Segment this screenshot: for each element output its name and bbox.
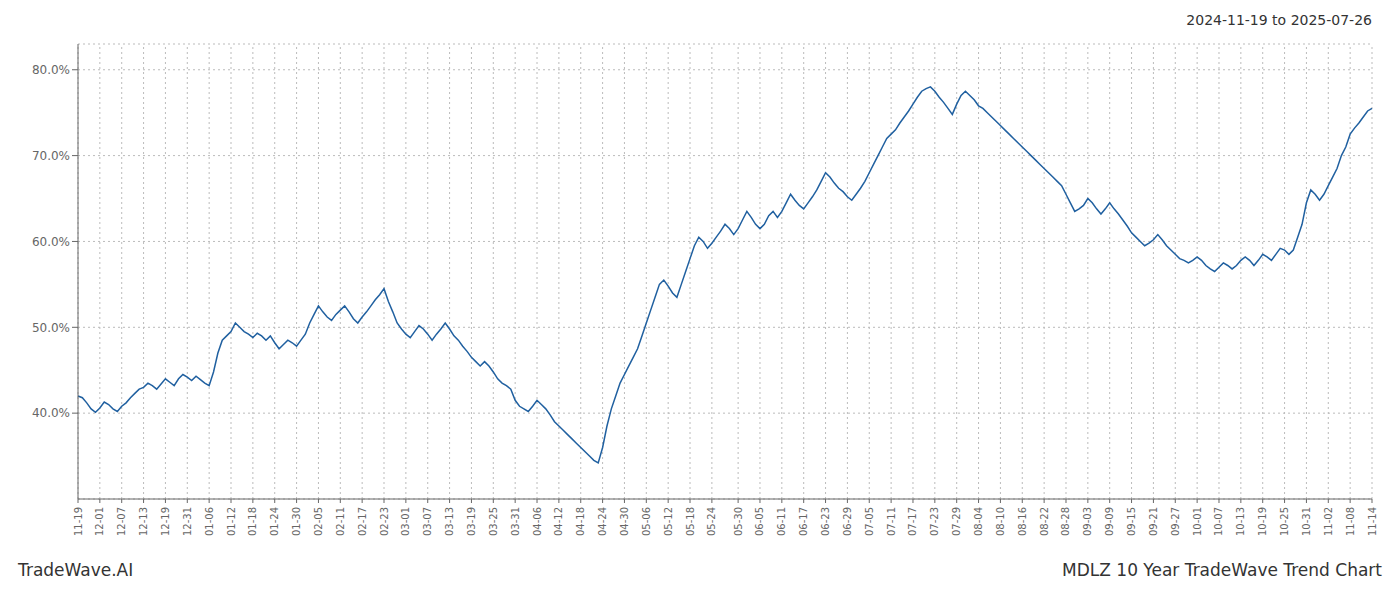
svg-text:60.0%: 60.0% <box>32 235 70 249</box>
svg-text:03-31: 03-31 <box>510 507 521 536</box>
svg-text:05-30: 05-30 <box>733 507 744 536</box>
svg-text:07-29: 07-29 <box>951 507 962 536</box>
svg-text:09-21: 09-21 <box>1148 507 1159 536</box>
svg-text:02-11: 02-11 <box>335 507 346 536</box>
svg-text:09-27: 09-27 <box>1170 507 1181 536</box>
svg-text:01-24: 01-24 <box>269 507 280 536</box>
svg-text:10-07: 10-07 <box>1213 507 1224 536</box>
svg-text:09-15: 09-15 <box>1126 507 1137 536</box>
svg-text:08-04: 08-04 <box>973 507 984 536</box>
svg-text:04-12: 04-12 <box>553 507 564 536</box>
svg-text:07-11: 07-11 <box>886 507 897 536</box>
svg-text:40.0%: 40.0% <box>32 406 70 420</box>
svg-text:01-06: 01-06 <box>204 507 215 536</box>
svg-text:50.0%: 50.0% <box>32 321 70 335</box>
svg-text:08-22: 08-22 <box>1039 507 1050 536</box>
svg-text:01-30: 01-30 <box>291 507 302 536</box>
html-text:2024-11-19 to 2025-07-26: 2024-11-19 to 2025-07-26 <box>1186 12 1372 28</box>
svg-text:07-17: 07-17 <box>907 507 918 536</box>
svg-text:06-11: 06-11 <box>776 507 787 536</box>
svg-text:80.0%: 80.0% <box>32 63 70 77</box>
svg-text:12-07: 12-07 <box>116 507 127 536</box>
svg-text:08-10: 08-10 <box>995 507 1006 536</box>
svg-text:03-13: 03-13 <box>444 507 455 536</box>
svg-text:06-29: 06-29 <box>842 507 853 536</box>
svg-text:05-06: 05-06 <box>641 507 652 536</box>
svg-text:04-24: 04-24 <box>597 507 608 536</box>
html-text:MDLZ 10 Year TradeWave Trend C: MDLZ 10 Year TradeWave Trend Chart <box>1062 560 1382 580</box>
svg-text:03-19: 03-19 <box>466 507 477 536</box>
svg-text:03-07: 03-07 <box>422 507 433 536</box>
svg-text:02-23: 02-23 <box>379 507 390 536</box>
svg-text:12-01: 12-01 <box>94 507 105 536</box>
svg-text:02-17: 02-17 <box>357 507 368 536</box>
svg-text:08-16: 08-16 <box>1017 507 1028 536</box>
svg-text:04-30: 04-30 <box>619 507 630 536</box>
svg-text:03-01: 03-01 <box>400 507 411 536</box>
svg-text:06-23: 06-23 <box>820 507 831 536</box>
svg-text:11-19: 11-19 <box>73 507 84 536</box>
svg-text:04-18: 04-18 <box>575 507 586 536</box>
svg-text:07-05: 07-05 <box>864 507 875 536</box>
svg-text:02-05: 02-05 <box>313 507 324 536</box>
svg-text:09-09: 09-09 <box>1104 507 1115 536</box>
svg-text:08-28: 08-28 <box>1060 507 1071 536</box>
svg-text:04-06: 04-06 <box>532 507 543 536</box>
svg-text:06-17: 06-17 <box>798 507 809 536</box>
svg-text:70.0%: 70.0% <box>32 149 70 163</box>
svg-text:10-31: 10-31 <box>1301 507 1312 536</box>
svg-text:09-03: 09-03 <box>1082 507 1093 536</box>
svg-text:12-31: 12-31 <box>182 507 193 536</box>
svg-text:10-25: 10-25 <box>1279 507 1290 536</box>
svg-text:11-02: 11-02 <box>1323 507 1334 536</box>
svg-text:01-12: 01-12 <box>226 507 237 536</box>
svg-text:10-01: 10-01 <box>1192 507 1203 536</box>
svg-text:05-18: 05-18 <box>685 507 696 536</box>
html-text:TradeWave.AI: TradeWave.AI <box>18 560 134 580</box>
svg-text:07-23: 07-23 <box>929 507 940 536</box>
svg-text:06-05: 06-05 <box>754 507 765 536</box>
svg-text:11-14: 11-14 <box>1367 507 1378 536</box>
svg-text:05-24: 05-24 <box>706 507 717 536</box>
svg-text:12-13: 12-13 <box>138 507 149 536</box>
svg-text:10-13: 10-13 <box>1235 507 1246 536</box>
svg-text:11-08: 11-08 <box>1345 507 1356 536</box>
svg-text:10-19: 10-19 <box>1257 507 1268 536</box>
svg-text:01-18: 01-18 <box>247 507 258 536</box>
svg-text:05-12: 05-12 <box>663 507 674 536</box>
svg-text:03-25: 03-25 <box>488 507 499 536</box>
svg-text:12-19: 12-19 <box>160 507 171 536</box>
